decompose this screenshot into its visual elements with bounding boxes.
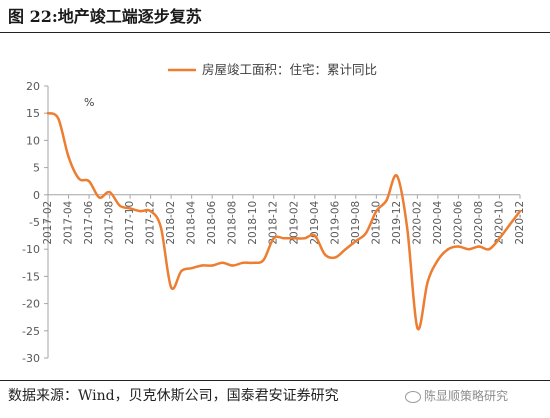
data-point — [272, 237, 275, 240]
x-tick-label: 2017-08 — [104, 201, 116, 245]
x-tick-label: 2020-08 — [473, 201, 485, 245]
data-point — [211, 264, 214, 267]
series-line — [46, 111, 522, 331]
y-tick-label: -15 — [22, 270, 40, 283]
x-tick-label: 2017-10 — [124, 201, 136, 245]
series-layer — [46, 111, 522, 331]
y-tick-label: 20 — [26, 80, 40, 93]
x-tick-label: 2019-06 — [329, 200, 341, 244]
data-point — [180, 269, 183, 273]
data-point — [436, 258, 440, 262]
data-point — [139, 209, 142, 213]
legend-label: 房屋竣工面积：住宅：累计同比 — [202, 62, 377, 77]
data-point — [323, 253, 327, 256]
unit-label: % — [84, 96, 94, 109]
data-point — [149, 209, 152, 213]
data-point — [46, 112, 50, 115]
data-point — [385, 199, 388, 202]
x-tick-label: 2018-06 — [206, 200, 218, 244]
data-point — [200, 264, 204, 267]
x-tick-label: 2019-12 — [391, 201, 403, 245]
data-point — [241, 261, 245, 264]
x-tick-label: 2020-12 — [514, 201, 526, 245]
data-point — [231, 264, 234, 267]
data-point — [303, 237, 306, 240]
x-tick-label: 2020-06 — [452, 200, 464, 244]
chart-legend: 房屋竣工面积：住宅：累计同比 — [168, 62, 377, 77]
data-point — [252, 261, 255, 264]
x-tick-label: 2017-04 — [63, 200, 75, 244]
x-tick-label: 2017-02 — [42, 201, 54, 245]
source-note: 数据来源：Wind，贝克休斯公司，国泰君安证券研究 — [8, 388, 339, 404]
title-rule — [0, 32, 550, 33]
data-point — [128, 207, 132, 210]
x-tick-label: 2019-10 — [370, 201, 382, 245]
y-tick-label: -30 — [22, 352, 40, 365]
data-point — [467, 248, 470, 251]
data-point — [67, 155, 70, 158]
data-point — [426, 280, 429, 283]
x-tick-label: 2018-12 — [268, 201, 280, 245]
source-rule — [0, 380, 550, 381]
data-point — [488, 248, 491, 251]
data-point — [77, 177, 81, 180]
x-tick-label: 2020-04 — [432, 200, 444, 244]
data-point — [57, 117, 60, 120]
data-point — [293, 237, 296, 240]
data-point — [508, 223, 511, 226]
y-axis: 20 15 10 5 0 -5 -10 -15 -20 -25 -30 — [22, 80, 49, 365]
data-point — [344, 248, 347, 251]
data-point — [98, 196, 101, 199]
data-point — [518, 209, 522, 213]
data-point — [190, 267, 193, 270]
data-point — [262, 258, 265, 262]
y-tick-label: 10 — [26, 134, 40, 147]
data-point — [375, 209, 378, 213]
data-point — [477, 245, 481, 248]
y-tick-label: -20 — [22, 298, 40, 311]
data-point — [498, 237, 501, 240]
y-tick-label: -5 — [29, 216, 40, 229]
data-point — [169, 286, 173, 289]
wechat-icon — [405, 390, 421, 403]
data-point — [87, 180, 91, 183]
y-tick-label: -10 — [22, 243, 40, 256]
x-tick-label: 2020-02 — [411, 201, 423, 245]
figure-title: 图 22:地产竣工端逐步复苏 — [8, 7, 202, 26]
data-point — [416, 326, 419, 330]
x-tick-label: 2019-02 — [288, 201, 300, 245]
x-tick-label: 2017-06 — [83, 200, 95, 244]
x-tick-label: 2018-04 — [186, 200, 198, 244]
data-point — [221, 261, 224, 264]
x-tick-label: 2018-08 — [227, 201, 239, 245]
x-tick-label: 2019-08 — [350, 201, 362, 245]
x-axis: 2017-02 2017-04 2017-06 2017-08 2017-10 2017-… — [42, 194, 526, 245]
data-point — [108, 190, 111, 194]
data-point — [447, 248, 450, 251]
data-point — [118, 204, 122, 207]
data-point — [334, 256, 337, 259]
data-point — [313, 234, 316, 237]
data-point — [457, 245, 460, 248]
data-point — [395, 174, 399, 177]
y-tick-label: -25 — [22, 325, 40, 338]
line-chart: 房屋竣工面积：住宅：累计同比 % 20 15 10 5 0 -5 -10 -15 -20 -25 -… — [22, 62, 526, 365]
x-tick-label: 2018-02 — [165, 201, 177, 245]
data-point — [405, 226, 409, 229]
watermark-text: 陈显顺策略研究 — [424, 389, 509, 403]
data-point — [364, 231, 368, 235]
y-tick-label: 5 — [33, 162, 40, 175]
x-tick-label: 2017-12 — [145, 201, 157, 245]
watermark: 陈显顺策略研究 — [405, 384, 550, 408]
data-point — [282, 237, 286, 240]
y-tick-label: 0 — [33, 189, 40, 202]
y-tick-label: 15 — [26, 107, 40, 120]
data-point — [354, 239, 357, 243]
data-point — [159, 226, 163, 229]
x-tick-label: 2019-04 — [309, 200, 321, 244]
x-tick-label: 2018-10 — [247, 201, 259, 245]
